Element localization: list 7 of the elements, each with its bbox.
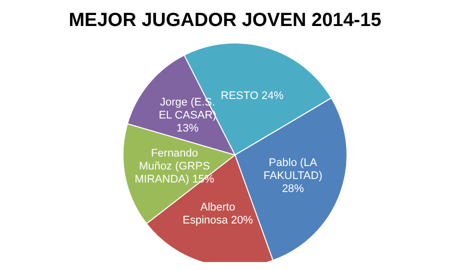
data-label: 13% — [176, 122, 199, 135]
data-label: 28% — [282, 182, 304, 195]
slice-label: Fernando Muñoz (GRPS MIRANDA) 15% — [134, 148, 214, 186]
slice-label: Pablo (LA FAKULTAD) — [264, 156, 322, 182]
slice-label: RESTO 24% — [220, 90, 284, 102]
slice-label: Alberto Espinosa 20% — [182, 202, 254, 227]
chart-title: MEJOR JUGADOR JOVEN 2014-15 — [68, 10, 382, 32]
